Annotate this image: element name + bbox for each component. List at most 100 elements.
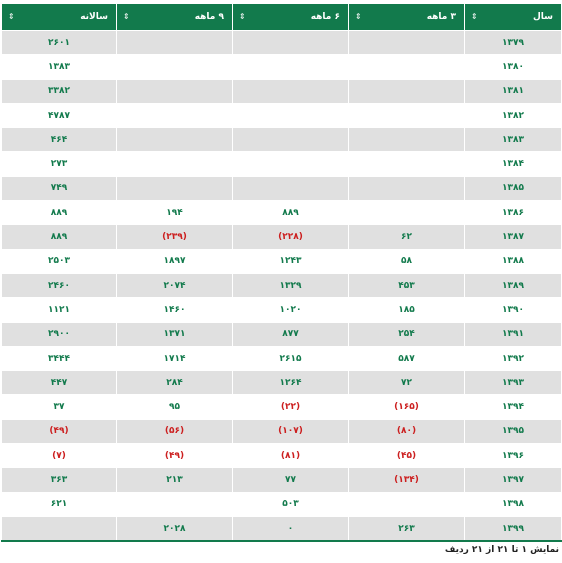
sort-icon[interactable]: ⇕	[8, 12, 15, 21]
value-cell: (۲۳۹)	[116, 224, 233, 250]
value-cell	[348, 151, 465, 177]
value-cell: ۲۹۰۰	[1, 321, 117, 347]
year-cell: ۱۳۸۷	[464, 224, 562, 250]
header-label: سالانه	[80, 12, 108, 22]
value-cell	[232, 151, 349, 177]
table-row: ۱۳۹۸ ۵۰۳ ۶۲۱	[1, 491, 562, 517]
value-cell: ۰	[232, 515, 349, 542]
value-cell	[232, 102, 349, 129]
column-header[interactable]: ۹ ماهه ⇕	[116, 3, 233, 31]
value-cell	[232, 54, 349, 80]
year-cell: ۱۳۸۶	[464, 200, 562, 226]
value-cell: ۷۷	[232, 467, 349, 493]
value-cell: ۵۰۳	[232, 491, 349, 517]
header-row: سال ⇕ ۳ ماهه ⇕ ۶ ماهه ⇕ ۹ ماهه ⇕ سالانه ⇕	[1, 3, 562, 31]
value-cell	[116, 29, 233, 56]
value-cell: ۵۸۷	[348, 345, 465, 372]
value-cell: ۱۰۲۰	[232, 297, 349, 323]
table-row: ۱۳۸۱ ۳۳۸۲	[1, 78, 562, 104]
sort-icon[interactable]: ⇕	[123, 12, 130, 21]
value-cell: ۴۵۳	[348, 272, 465, 299]
table-row: ۱۳۸۶ ۸۸۹ ۱۹۴ ۸۸۹	[1, 200, 562, 226]
page: سال ⇕ ۳ ماهه ⇕ ۶ ماهه ⇕ ۹ ماهه ⇕ سالانه ⇕ ۱۳۷۹ ۲۶۰…	[1, 3, 562, 563]
value-cell: ۳۶۳	[1, 467, 117, 493]
value-cell: (۱۶۵)	[348, 394, 465, 420]
value-cell: (۲۲)	[232, 394, 349, 420]
value-cell: ۱۸۹۷	[116, 248, 233, 274]
value-cell: ۸۷۷	[232, 321, 349, 347]
table-row: ۱۳۹۱ ۲۵۴ ۸۷۷ ۱۳۷۱ ۲۹۰۰	[1, 321, 562, 347]
year-cell: ۱۳۹۱	[464, 321, 562, 347]
year-cell: ۱۳۹۹	[464, 515, 562, 542]
year-cell: ۱۳۸۰	[464, 54, 562, 80]
table-row: ۱۳۹۶ (۴۵) (۸۱) (۴۹) (۷)	[1, 443, 562, 469]
value-cell: ۱۳۸۳	[1, 54, 117, 80]
column-header[interactable]: سال ⇕	[464, 3, 562, 31]
value-cell	[348, 54, 465, 80]
value-cell	[232, 127, 349, 153]
table-row: ۱۳۹۴ (۱۶۵) (۲۲) ۹۵ ۳۷	[1, 394, 562, 420]
value-cell	[232, 78, 349, 104]
value-cell: (۴۹)	[116, 443, 233, 469]
column-header[interactable]: ۳ ماهه ⇕	[348, 3, 465, 31]
data-table: سال ⇕ ۳ ماهه ⇕ ۶ ماهه ⇕ ۹ ماهه ⇕ سالانه ⇕ ۱۳۷۹ ۲۶۰…	[1, 3, 562, 542]
value-cell: (۷)	[1, 443, 117, 469]
table-row: ۱۳۹۲ ۵۸۷ ۲۶۱۵ ۱۷۱۴ ۳۴۴۴	[1, 345, 562, 372]
value-cell: ۱۳۷۱	[116, 321, 233, 347]
value-cell	[116, 102, 233, 129]
header-label: ۹ ماهه	[194, 12, 224, 22]
value-cell: ۴۶۴	[1, 127, 117, 153]
table-row: ۱۳۸۴ ۲۷۳	[1, 151, 562, 177]
sort-icon[interactable]: ⇕	[239, 12, 246, 21]
sort-icon[interactable]: ⇕	[355, 12, 362, 21]
year-cell: ۱۳۹۶	[464, 443, 562, 469]
value-cell	[348, 491, 465, 517]
year-cell: ۱۳۸۳	[464, 127, 562, 153]
value-cell: ۱۱۲۱	[1, 297, 117, 323]
value-cell: ۲۶۱۵	[232, 345, 349, 372]
value-cell: (۴۹)	[1, 418, 117, 445]
value-cell: ۱۳۲۹	[232, 272, 349, 299]
year-cell: ۱۳۸۱	[464, 78, 562, 104]
value-cell	[348, 127, 465, 153]
year-cell: ۱۳۹۳	[464, 370, 562, 396]
value-cell: ۴۷۸۷	[1, 102, 117, 129]
table-row: ۱۳۸۰ ۱۳۸۳	[1, 54, 562, 80]
table-info: نمایش ۱ تا ۲۱ از ۲۱ ردیف	[444, 545, 559, 555]
year-cell: ۱۳۹۷	[464, 467, 562, 493]
value-cell	[116, 175, 233, 202]
value-cell: (۸۱)	[232, 443, 349, 469]
value-cell: ۱۲۴۳	[232, 248, 349, 274]
year-cell: ۱۳۹۸	[464, 491, 562, 517]
value-cell	[348, 102, 465, 129]
value-cell	[116, 54, 233, 80]
column-header[interactable]: سالانه ⇕	[1, 3, 117, 31]
value-cell	[1, 515, 117, 542]
header-label: سال	[532, 12, 553, 22]
value-cell	[348, 78, 465, 104]
value-cell: ۲۶۳	[348, 515, 465, 542]
value-cell: ۱۷۱۴	[116, 345, 233, 372]
table-row: ۱۳۷۹ ۲۶۰۱	[1, 29, 562, 56]
value-cell	[232, 175, 349, 202]
value-cell: ۲۴۶۰	[1, 272, 117, 299]
year-cell: ۱۳۹۵	[464, 418, 562, 445]
table-row: ۱۳۸۸ ۵۸ ۱۲۴۳ ۱۸۹۷ ۲۵۰۳	[1, 248, 562, 274]
table-row: ۱۳۹۵ (۸۰) (۱۰۷) (۵۶) (۴۹)	[1, 418, 562, 445]
column-header[interactable]: ۶ ماهه ⇕	[232, 3, 349, 31]
sort-icon[interactable]: ⇕	[471, 12, 478, 21]
value-cell: ۲۵۴	[348, 321, 465, 347]
header-label: ۶ ماهه	[310, 12, 340, 22]
year-cell: ۱۳۹۰	[464, 297, 562, 323]
value-cell: ۴۴۷	[1, 370, 117, 396]
value-cell	[116, 151, 233, 177]
value-cell: ۲۸۴	[116, 370, 233, 396]
table-row: ۱۳۹۹ ۲۶۳ ۰ ۲۰۲۸	[1, 515, 562, 542]
table-row: ۱۳۹۷ (۱۳۴) ۷۷ ۲۱۳ ۳۶۳	[1, 467, 562, 493]
value-cell: ۶۲۱	[1, 491, 117, 517]
value-cell: (۲۲۸)	[232, 224, 349, 250]
year-cell: ۱۳۸۴	[464, 151, 562, 177]
value-cell	[116, 78, 233, 104]
value-cell: ۹۵	[116, 394, 233, 420]
header-label: ۳ ماهه	[426, 12, 456, 22]
